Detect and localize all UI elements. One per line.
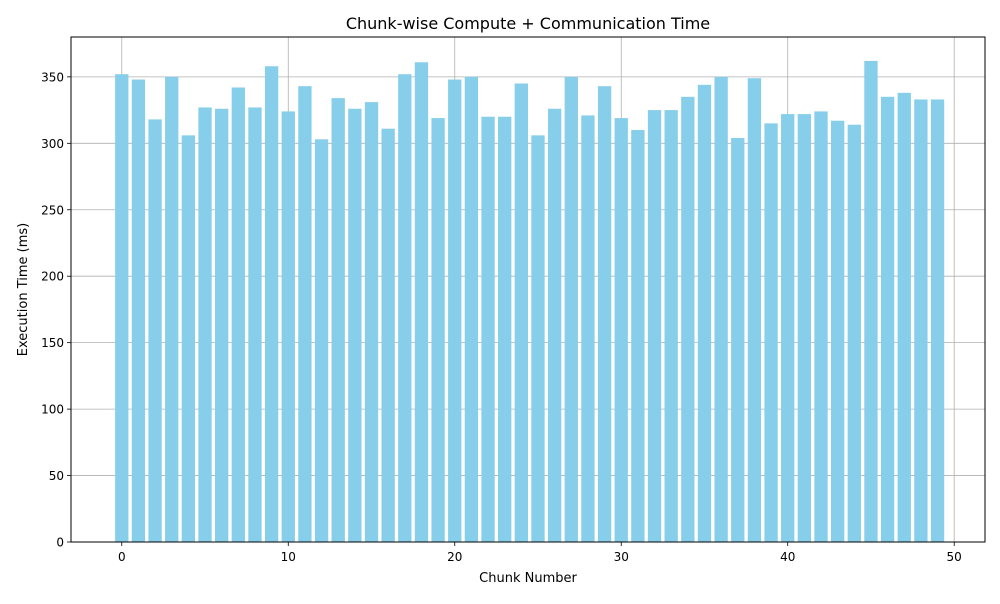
bar-chunk-0	[115, 74, 129, 543]
bar-chunk-7	[231, 87, 245, 542]
y-axis-label: Execution Time (ms)	[16, 223, 31, 356]
y-tick-label: 350	[41, 70, 64, 84]
bar-chunk-28	[581, 115, 595, 542]
bar-chunk-21	[464, 76, 479, 543]
bar-chunk-16	[381, 128, 395, 542]
bar-chunk-41	[797, 114, 812, 542]
bar-chunk-38	[747, 78, 762, 543]
bar-chunk-11	[298, 86, 312, 542]
bar-chunk-24	[514, 83, 528, 543]
bar-chunk-23	[498, 116, 512, 542]
bar-chunk-20	[448, 79, 462, 543]
bar-chunk-42	[814, 111, 828, 542]
y-tick-label: 50	[49, 469, 64, 483]
bar-chunk-4	[181, 135, 196, 542]
bar-chunk-48	[914, 99, 928, 543]
bar-chunk-37	[731, 138, 745, 542]
bar-chunk-22	[481, 116, 495, 542]
bar-chunk-26	[547, 108, 562, 543]
x-tick-label: 40	[780, 550, 795, 564]
bar-chunk-1	[131, 79, 146, 543]
y-axis-ticks: 0 50 100 150 200 250 300 350	[41, 70, 71, 550]
bar-chunk-18	[414, 62, 429, 542]
bar-chunk-2	[148, 119, 162, 542]
bar-chunk-34	[681, 96, 695, 542]
bar-chunk-43	[831, 120, 845, 542]
bar-chunk-36	[714, 76, 728, 543]
bar-chunk-15	[364, 102, 379, 543]
bar-chunk-45	[864, 60, 878, 542]
bar-chunk-47	[897, 92, 911, 542]
bar-chunk-19	[431, 118, 445, 542]
bar-chunk-44	[847, 124, 861, 543]
bar-chunk-14	[348, 108, 362, 543]
y-tick-label: 100	[41, 403, 64, 417]
bars	[115, 60, 945, 543]
bar-chunk-49	[930, 99, 945, 543]
bar-chunk-27	[564, 76, 578, 543]
bar-chunk-8	[248, 107, 262, 543]
bar-chunk-25	[531, 135, 545, 542]
bar-chunk-9	[264, 66, 279, 542]
chart-title: Chunk-wise Compute + Communication Time	[346, 14, 710, 33]
bar-chunk-32	[647, 110, 662, 542]
y-tick-label: 150	[41, 336, 64, 350]
y-tick-label: 0	[56, 536, 64, 550]
bar-chunk-3	[165, 76, 179, 543]
x-axis-ticks: 0 10 20 30 40 50	[118, 542, 962, 564]
x-axis-label: Chunk Number	[479, 571, 577, 586]
y-tick-label: 300	[41, 137, 64, 151]
bar-chunk-6	[215, 108, 229, 543]
bar-chunk-46	[880, 96, 895, 542]
x-tick-label: 10	[281, 550, 296, 564]
bar-chunk-33	[664, 110, 678, 542]
plot-frame	[70, 36, 986, 543]
bar-chunk-40	[781, 114, 795, 542]
y-tick-label: 200	[41, 270, 64, 284]
bar-chunk-31	[631, 130, 645, 543]
x-tick-label: 30	[614, 550, 629, 564]
bar-chunk-35	[697, 84, 712, 542]
x-tick-label: 0	[118, 550, 126, 564]
bar-chunk-30	[614, 118, 628, 542]
bar-chunk-39	[764, 123, 778, 542]
bar-chunk-10	[281, 111, 295, 542]
bar-chunk-29	[597, 86, 612, 542]
x-tick-label: 20	[447, 550, 462, 564]
bar-chunk-13	[331, 98, 345, 542]
bar-chunk-17	[398, 74, 412, 543]
bar-chunk-5	[198, 107, 212, 543]
x-tick-label: 50	[947, 550, 962, 564]
bar-chunk-12	[314, 139, 329, 542]
y-tick-label: 250	[41, 203, 64, 217]
